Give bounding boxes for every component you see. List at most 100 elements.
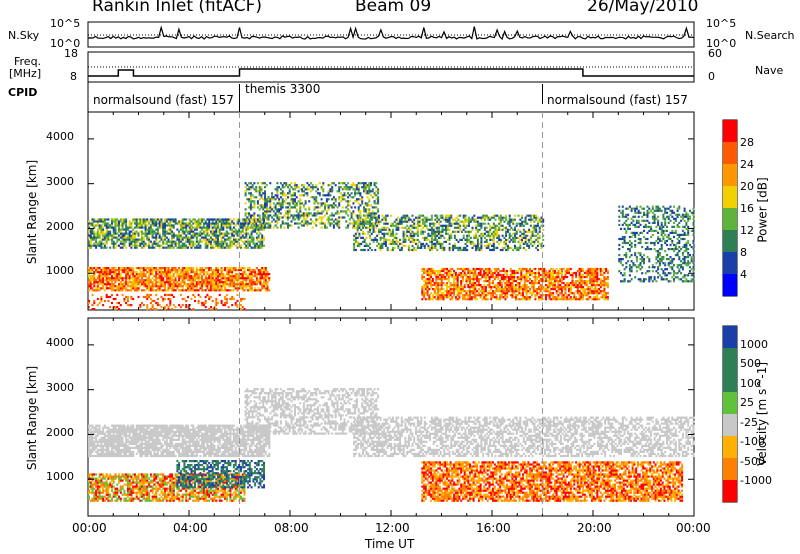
power-echo-cell [183, 246, 186, 249]
power-echo-cell [225, 281, 228, 284]
power-echo-cell [249, 196, 252, 199]
power-echo-cell [241, 222, 244, 225]
power-echo-cell [93, 285, 96, 288]
power-echo-cell [483, 240, 486, 243]
power-echo-cell [199, 222, 202, 225]
power-echo-cell [329, 218, 332, 221]
power-echo-cell [317, 192, 319, 195]
power-echo-cell [466, 234, 469, 237]
power-echo-cell [192, 287, 195, 290]
power-echo-cell [368, 210, 371, 213]
power-echo-cell [119, 242, 122, 245]
power-echo-cell [525, 269, 528, 273]
power-echo-cell [439, 216, 442, 219]
power-echo-cell [356, 214, 359, 217]
power-echo-cell [247, 283, 250, 286]
power-echo-cell [222, 218, 225, 221]
power-echo-cell [201, 232, 204, 235]
power-echo-cell [369, 218, 371, 221]
power-echo-cell [566, 271, 569, 275]
power-echo-cell [511, 276, 514, 279]
power-echo-cell [500, 292, 503, 295]
power-echo-cell [521, 224, 523, 227]
power-echo-cell [442, 292, 445, 295]
power-echo-cell [502, 290, 505, 293]
power-echo-cell [446, 226, 449, 229]
power-echo-cell [379, 244, 382, 247]
power-echo-cell [281, 220, 284, 223]
power-echo-cell [306, 212, 309, 215]
power-echo-cell [158, 277, 161, 280]
power-echo-cell [183, 236, 186, 239]
power-echo-cell [240, 287, 242, 290]
power-echo-cell [487, 230, 490, 233]
power-echo-cell [250, 273, 253, 276]
power-echo-cell [555, 276, 558, 279]
power-echo-cell [513, 269, 516, 273]
power-echo-cell [348, 222, 351, 225]
power-echo-cell [468, 224, 470, 227]
power-echo-cell [434, 246, 437, 249]
power-echo-cell [441, 234, 444, 237]
power-echo-cell [164, 285, 166, 288]
power-echo-cell [243, 271, 246, 274]
power-echo-cell [359, 210, 362, 213]
power-echo-cell [426, 282, 429, 285]
power-echo-cell [102, 246, 105, 249]
power-echo-cell [441, 242, 444, 245]
power-echo-cell [475, 236, 478, 239]
power-echo-cell [353, 242, 356, 245]
power-echo-cell [240, 299, 242, 303]
power-echo-cell [381, 214, 384, 217]
power-echo-cell [313, 200, 316, 203]
power-echo-cell [229, 226, 232, 229]
power-echo-cell [255, 279, 258, 282]
power-echo-cell [486, 276, 489, 279]
power-echo-cell [103, 244, 106, 247]
power-echo-cell [267, 226, 270, 229]
power-echo-cell [149, 246, 152, 249]
power-echo-cell [100, 224, 103, 227]
power-echo-cell [465, 282, 468, 285]
power-echo-cell [95, 238, 98, 241]
power-echo-cell [308, 214, 311, 217]
power-echo-cell [489, 248, 492, 252]
power-echo-cell [472, 271, 475, 275]
power-echo-cell [276, 190, 279, 193]
power-echo-cell [376, 240, 379, 243]
power-echo-cell [421, 273, 424, 277]
power-echo-cell [487, 216, 490, 219]
power-echo-cell [531, 244, 534, 247]
power-echo-cell [482, 214, 485, 217]
power-echo-cell [98, 273, 101, 276]
power-echo-cell [250, 240, 253, 243]
power-echo-cell [192, 293, 195, 297]
power-echo-cell [493, 290, 496, 293]
power-echo-cell [446, 232, 449, 235]
power-echo-cell [114, 267, 117, 270]
power-echo-cell [499, 280, 502, 283]
power-echo-cell [93, 275, 96, 278]
power-echo-cell [125, 267, 128, 270]
power-echo-cell [118, 224, 120, 227]
power-echo-cell [250, 230, 253, 233]
power-echo-cell [499, 224, 502, 227]
power-echo-cell [357, 192, 360, 195]
power-echo-cell [259, 275, 262, 278]
power-echo-cell [568, 294, 570, 297]
power-echo-cell [160, 271, 163, 274]
power-echo-cell [202, 269, 205, 272]
power-echo-cell [165, 279, 168, 282]
power-echo-cell [295, 196, 298, 199]
power-echo-cell [358, 224, 361, 227]
power-echo-cell [88, 236, 90, 239]
power-echo-cell [469, 273, 471, 277]
power-echo-cell [116, 269, 119, 272]
power-echo-cell [251, 194, 254, 197]
power-echo-cell [384, 226, 387, 229]
power-echo-cell [486, 273, 489, 277]
power-echo-cell [493, 271, 496, 275]
power-echo-cell [278, 198, 281, 201]
power-echo-cell [364, 182, 367, 185]
power-echo-cell [243, 240, 246, 243]
